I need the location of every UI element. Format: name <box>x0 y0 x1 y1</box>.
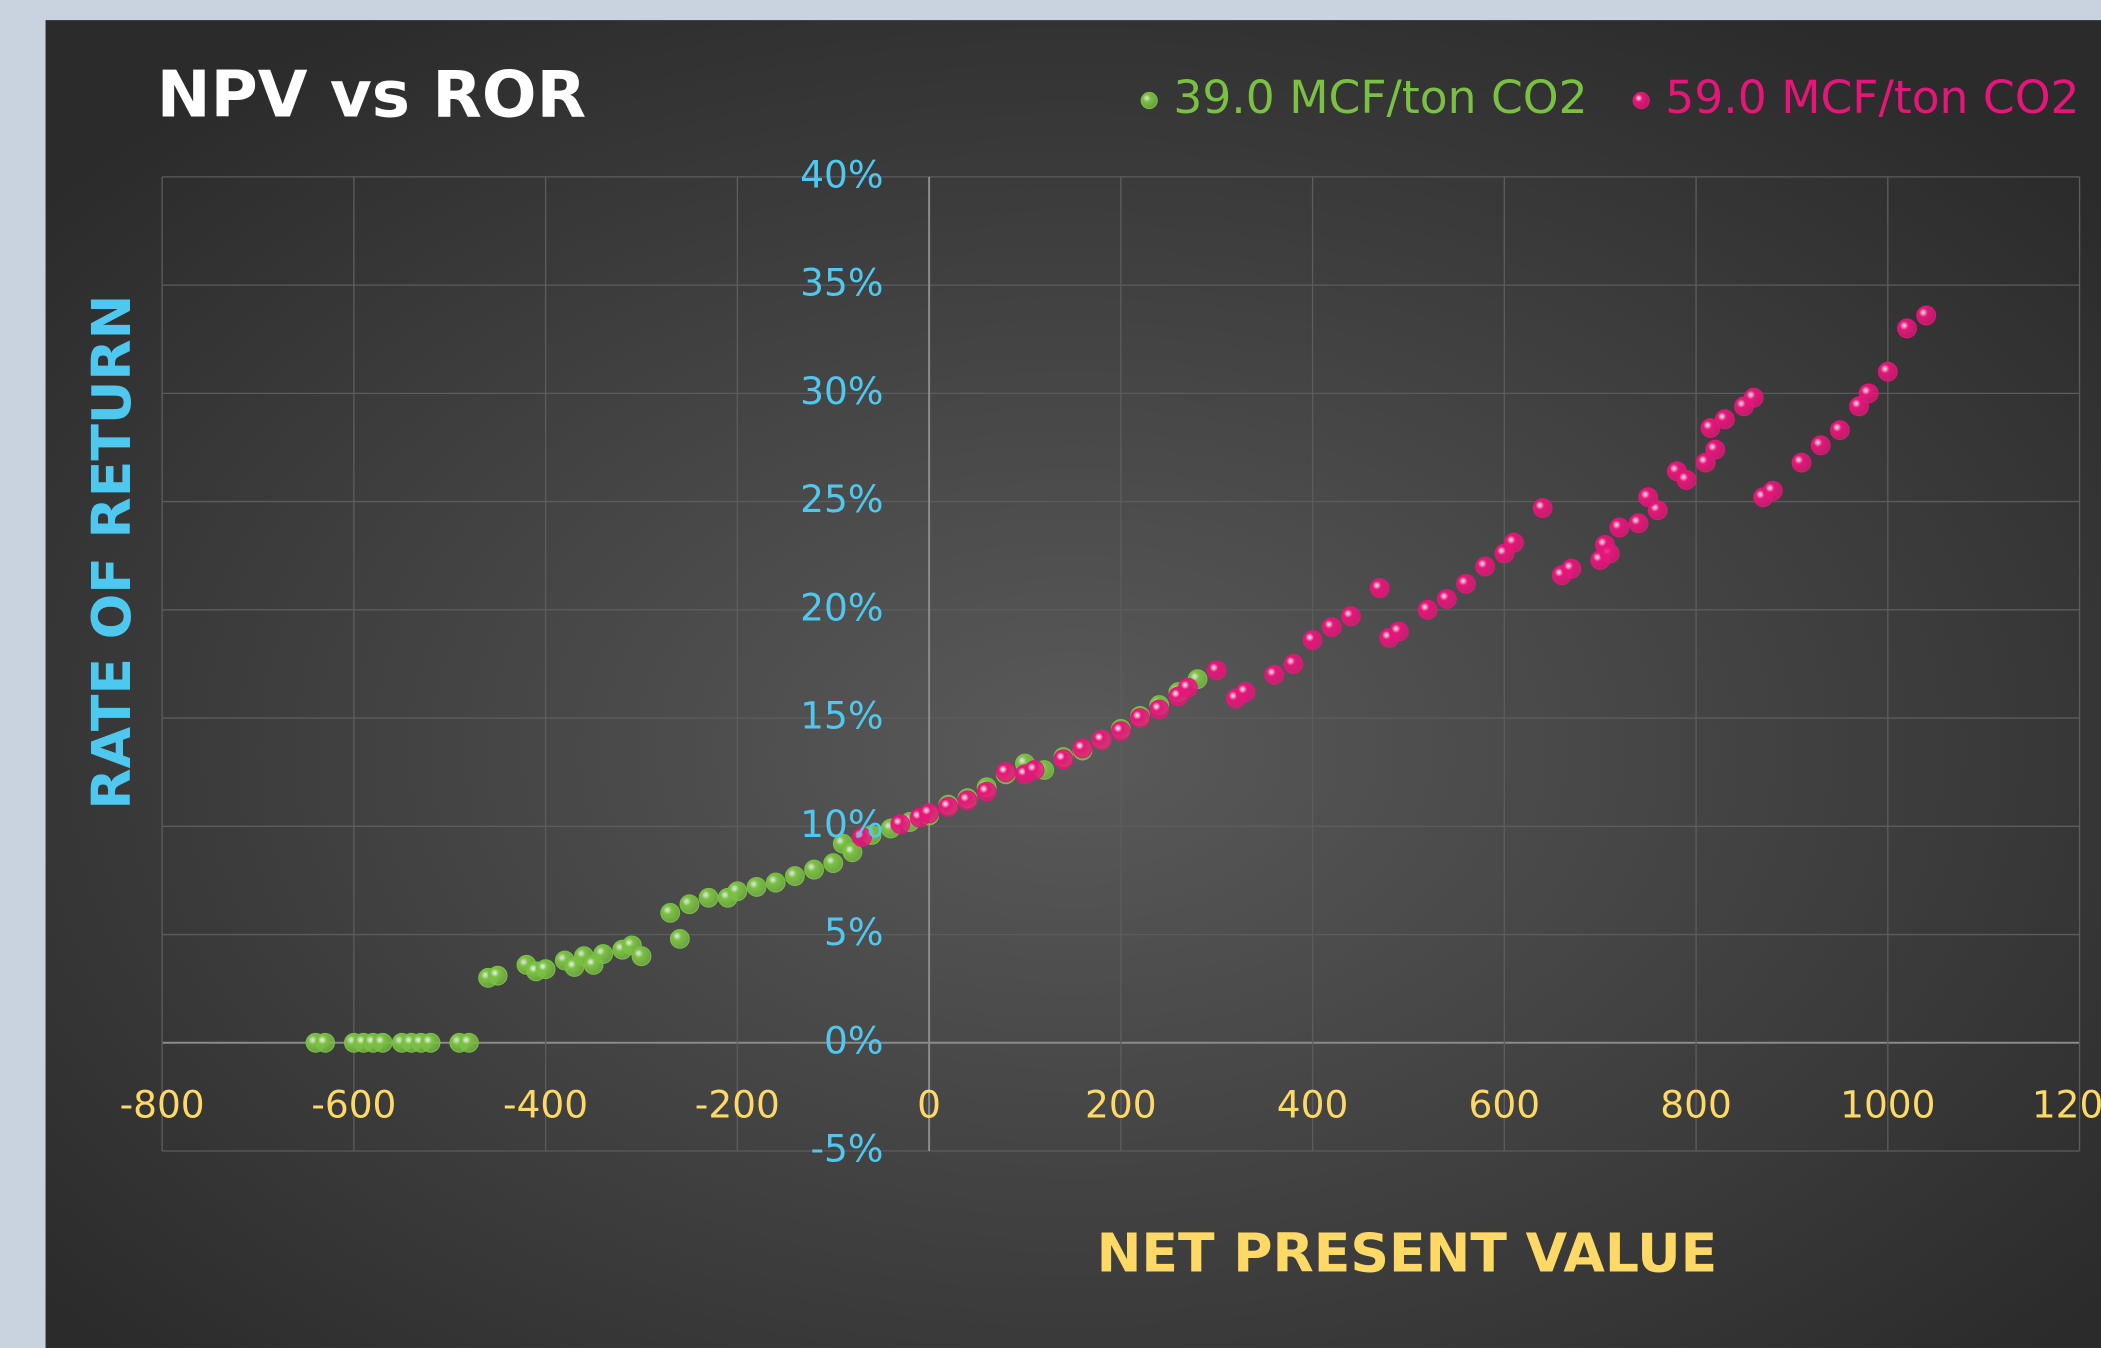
scatter-point <box>669 928 690 949</box>
scatter-point <box>1024 760 1045 780</box>
scatter-point <box>1791 452 1812 473</box>
y-tick-label: 40% <box>800 152 883 196</box>
scatter-point <box>938 796 959 817</box>
scatter-point <box>746 877 767 897</box>
scatter-point <box>727 881 748 902</box>
scatter-point <box>535 959 556 980</box>
scatter-point <box>593 944 614 964</box>
scatter-point <box>842 842 863 863</box>
scatter-point <box>1810 435 1831 456</box>
scatter-point <box>1561 558 1582 579</box>
scatter-point <box>804 859 824 880</box>
scatter-point <box>631 946 652 967</box>
scatter-point <box>1595 534 1615 555</box>
scatter-point <box>1877 361 1898 382</box>
x-tick-label: 0 <box>917 1083 941 1127</box>
scatter-point <box>1829 420 1850 441</box>
x-tick-label: -400 <box>503 1083 588 1127</box>
scatter-point <box>1897 318 1917 339</box>
y-tick-label: 0% <box>824 1018 884 1062</box>
legend-marker <box>1632 91 1650 110</box>
chart-area <box>45 20 2101 1348</box>
y-tick-label: -5% <box>811 1127 884 1171</box>
scatter-point <box>1916 305 1937 326</box>
scatter-point <box>1388 621 1409 642</box>
legend-label: 39.0 MCF/ton CO2 <box>1173 71 1587 124</box>
scatter-point <box>1110 721 1131 741</box>
scatter-point <box>1762 480 1783 501</box>
x-tick-label: -800 <box>120 1083 205 1127</box>
y-tick-label: 5% <box>824 910 884 954</box>
scatter-point <box>679 894 700 915</box>
scatter-point <box>919 803 940 824</box>
scatter-point <box>1436 589 1457 609</box>
scatter-point <box>1178 677 1198 698</box>
y-tick-label: 25% <box>800 477 883 521</box>
scatter-point <box>823 853 844 874</box>
y-axis-label: RATE OF RETURN <box>80 294 143 809</box>
scatter-point <box>1341 606 1361 627</box>
y-tick-label: 20% <box>800 585 883 629</box>
scatter-point <box>1858 383 1879 404</box>
scatter-point <box>1130 708 1150 728</box>
scatter-point <box>1302 630 1323 651</box>
scatter-point <box>1456 573 1476 594</box>
scatter-point <box>1417 599 1438 620</box>
scatter-point <box>1700 418 1721 438</box>
scatter-point <box>1475 556 1496 577</box>
scatter-point <box>420 1032 441 1053</box>
scatter-point <box>1369 578 1390 599</box>
scatter-point <box>890 814 911 835</box>
scatter-point <box>765 872 786 893</box>
y-tick-label: 10% <box>800 802 883 846</box>
legend-marker <box>1140 91 1158 110</box>
x-tick-label: 1200 <box>2032 1083 2101 1127</box>
x-tick-label: 800 <box>1660 1083 1732 1127</box>
scatter-point <box>1264 664 1285 685</box>
legend-label: 59.0 MCF/ton CO2 <box>1665 71 2079 124</box>
x-tick-label: 1000 <box>1840 1083 1935 1127</box>
scatter-point <box>1053 749 1074 770</box>
scatter-point <box>1504 532 1524 553</box>
scatter-point <box>698 887 719 908</box>
scatter-point <box>976 781 997 802</box>
scatter-point <box>1743 387 1764 408</box>
scatter-point <box>1714 409 1735 430</box>
scatter-point <box>1149 699 1170 720</box>
scatter-point <box>1532 498 1553 519</box>
x-tick-label: 600 <box>1469 1083 1541 1127</box>
scatter-point <box>1072 738 1093 759</box>
x-axis-label: NET PRESENT VALUE <box>1097 1222 1718 1285</box>
chart-title: NPV vs ROR <box>157 58 586 133</box>
scatter-point <box>459 1032 479 1053</box>
scatter-point <box>957 790 978 811</box>
scatter-point <box>315 1032 336 1053</box>
scatter-point <box>995 762 1016 783</box>
x-tick-label: -200 <box>695 1083 780 1127</box>
scatter-point <box>852 827 872 848</box>
scatter-point <box>660 902 681 923</box>
scatter-point <box>1628 513 1649 534</box>
scatter-point <box>372 1032 393 1053</box>
scatter-point <box>1235 682 1256 703</box>
scatter-point <box>784 866 805 887</box>
x-tick-label: -600 <box>311 1083 396 1127</box>
y-tick-label: 30% <box>800 369 883 413</box>
scatter-point <box>1206 660 1227 681</box>
scatter-point <box>1676 470 1697 490</box>
y-tick-label: 35% <box>800 261 883 305</box>
scatter-point <box>487 965 508 986</box>
x-tick-label: 200 <box>1085 1083 1157 1127</box>
scatter-point <box>1705 439 1726 460</box>
scatter-point <box>1283 654 1304 674</box>
scatter-point <box>1091 729 1112 750</box>
scatter-point <box>1638 487 1659 508</box>
scatter-point <box>1321 617 1342 638</box>
scatter-point <box>1609 517 1630 538</box>
x-tick-label: 400 <box>1277 1083 1349 1127</box>
y-tick-label: 15% <box>800 694 883 738</box>
